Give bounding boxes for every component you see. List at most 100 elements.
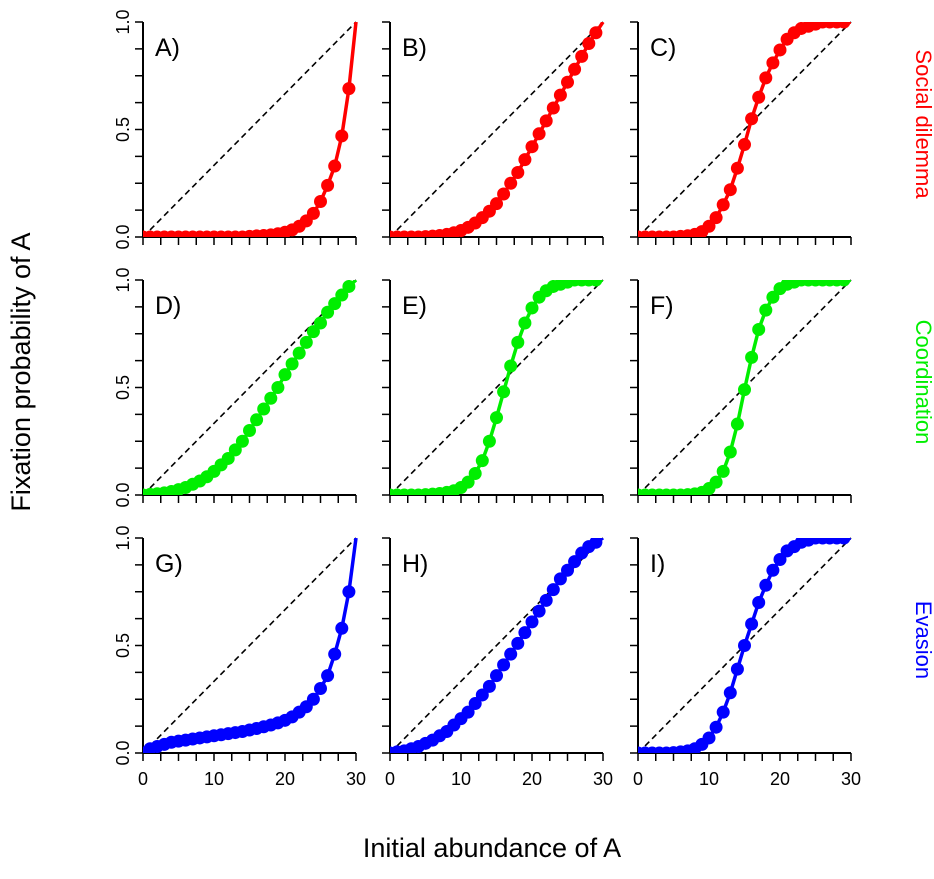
panel-d-point [235, 434, 249, 448]
panel-a-point [342, 82, 356, 96]
panel-a-point [306, 206, 320, 220]
panel-c-point [752, 90, 766, 104]
panel-a-y-tick-label: 0.5 [113, 117, 133, 142]
panel-g-point [335, 621, 349, 635]
panel-d-y-tick-label: 0.5 [113, 375, 133, 400]
panel-c: C) [630, 21, 852, 245]
panel-h-x-tick-label: 0 [385, 769, 395, 789]
panel-c-point [709, 211, 723, 225]
panel-g-y-tick-label: 0.0 [113, 740, 133, 765]
panel-e-label: E) [402, 292, 427, 320]
panel-h-point [525, 615, 539, 629]
panel-b-point [539, 114, 553, 128]
panel-f-point [766, 290, 780, 304]
panel-b-point [525, 140, 539, 154]
panel-e-point [490, 411, 503, 425]
panel-g-x-tick-label: 10 [204, 769, 224, 789]
panel-i-point [745, 617, 759, 631]
panel-a-point [314, 195, 327, 209]
panel-e: E) [382, 279, 604, 503]
panel-h-point [553, 572, 567, 586]
panel-e-point [468, 467, 482, 480]
panel-f-point [752, 322, 766, 336]
panel-d-point [243, 424, 256, 437]
panel-i-point [716, 705, 730, 719]
panel-b-point [568, 62, 582, 76]
panel-g-reference-line [142, 537, 357, 754]
panel-f-point [837, 280, 851, 287]
panel-d-reference-line [142, 279, 357, 496]
panel-c-point [716, 198, 730, 212]
panel-b-point [589, 26, 603, 40]
panel-i-x-tick-label: 10 [699, 769, 719, 789]
panel-g-y-tick-label: 0.5 [113, 633, 133, 658]
panel-e-point [497, 385, 511, 399]
panel-f: F) [630, 279, 852, 503]
panel-d-point [285, 357, 299, 371]
panel-g-x-tick-label: 20 [275, 769, 295, 789]
panel-h-point [511, 636, 525, 650]
panel-d-point [314, 316, 327, 330]
panel-h-point [468, 697, 482, 711]
panel-i-point [730, 662, 744, 676]
panel-d-point [271, 381, 285, 394]
panel-d-point [342, 280, 356, 293]
panel-h: 0 10 20 30 H) [382, 537, 613, 789]
panel-e-point [525, 301, 539, 315]
panel-f-point [723, 445, 737, 459]
panel-h-point [546, 583, 560, 597]
panel-h-point [461, 705, 475, 719]
panel-f-point [730, 417, 744, 431]
panel-f-points [638, 280, 851, 495]
panel-i-label: I) [650, 550, 665, 578]
panel-g: 0.0 0.5 1.0 0 10 20 30 G) [113, 525, 366, 789]
panel-d-point [292, 346, 306, 360]
panel-d-point [257, 402, 271, 416]
panel-b-reference-line [389, 21, 604, 238]
panel-c-points [638, 22, 851, 237]
panel-b-point [511, 166, 525, 179]
panel-a-label: A) [155, 34, 180, 62]
panel-d-point [264, 391, 278, 405]
panel-g-points [143, 585, 356, 753]
panel-d-point [250, 413, 264, 427]
panel-h-point [490, 669, 503, 683]
panel-h-point [518, 626, 532, 640]
panel-h-point [482, 679, 496, 693]
panel-b-point [504, 176, 518, 190]
panel-g-point [328, 647, 342, 661]
panel-e-points [390, 280, 603, 495]
panel-a-reference-line [142, 21, 357, 238]
panel-i-point [766, 563, 780, 577]
panel-c-point [837, 22, 851, 29]
panel-b-point [553, 88, 567, 102]
panel-h-x-tick-label: 10 [451, 769, 471, 789]
panel-a-y-tick-label: 1.0 [113, 9, 133, 34]
panel-e-point [461, 475, 475, 489]
panel-d-point [321, 305, 335, 319]
panel-g-point [321, 669, 335, 683]
panel-a-point [335, 129, 349, 143]
panel-c-point [745, 112, 759, 126]
panel-f-label: F) [650, 292, 674, 320]
panel-i-point [773, 553, 787, 566]
panel-i-x-tick-label: 30 [841, 769, 861, 789]
panel-b-point [532, 127, 546, 141]
panel-i-points [638, 538, 851, 753]
panel-i-point [837, 538, 851, 545]
panel-a-point [328, 159, 342, 173]
panel-f-point [745, 350, 759, 364]
panel-d-y-tick-label: 1.0 [113, 267, 133, 292]
row-label-coordination: Coordination [911, 320, 934, 445]
panel-g-point [342, 585, 356, 599]
panel-d-point [221, 451, 235, 465]
panel-d-label: D) [155, 292, 181, 320]
panel-g-point [306, 692, 320, 706]
panel-d-points [143, 280, 356, 495]
panel-a: 0.0 0.5 1.0 A) [113, 9, 358, 250]
panel-a-point [321, 178, 335, 192]
panel-i-point [723, 686, 737, 700]
panel-a-points [143, 82, 356, 237]
panel-e-point [511, 335, 525, 349]
